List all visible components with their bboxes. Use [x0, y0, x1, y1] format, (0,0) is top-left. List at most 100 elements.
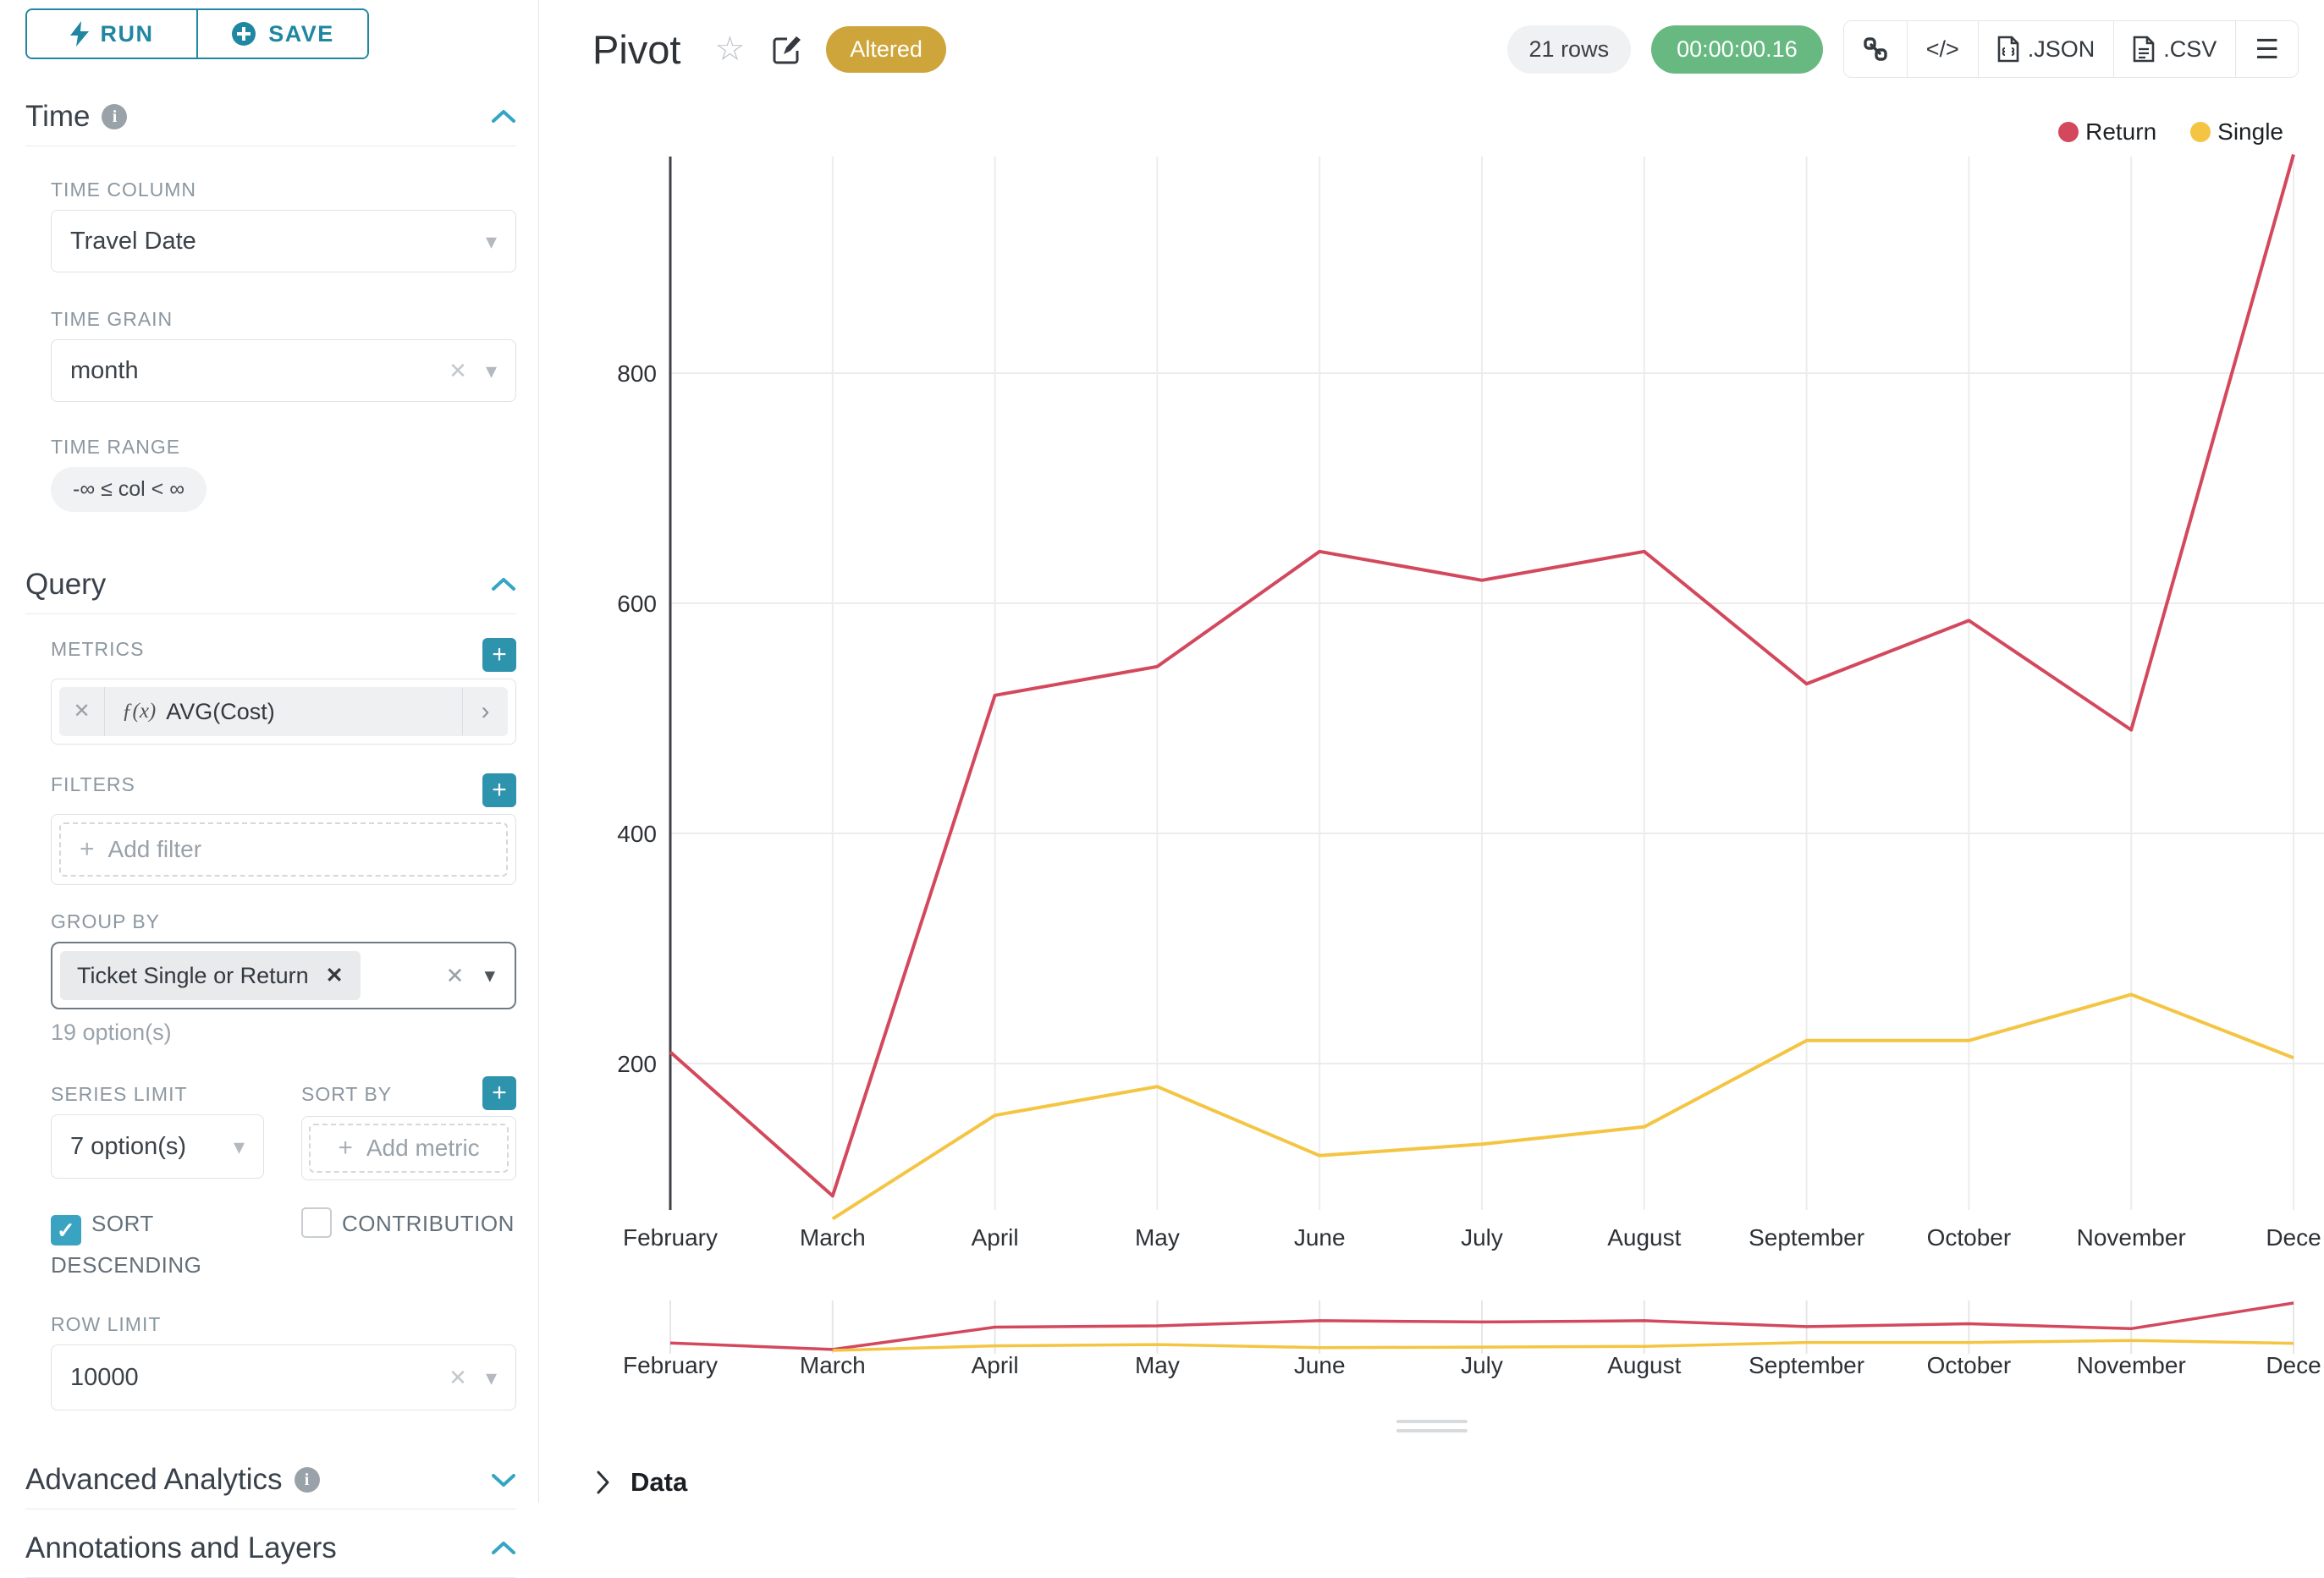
time-column-select[interactable]: Travel Date ▾ [51, 210, 516, 272]
clear-icon[interactable]: ✕ [449, 1364, 467, 1390]
checkbox-checked-icon[interactable]: ✓ [51, 1215, 81, 1245]
altered-badge[interactable]: Altered [826, 25, 946, 73]
remove-tag-icon[interactable]: ✕ [325, 964, 344, 987]
svg-text:June: June [1294, 1224, 1346, 1251]
metrics-control: ✕ ƒ(x) AVG(Cost) › [51, 679, 516, 745]
add-filter-button[interactable]: + [482, 773, 516, 807]
fx-icon: ƒ(x) [122, 700, 157, 723]
chevron-right-icon[interactable]: › [462, 688, 508, 735]
annotations-title: Annotations and Layers [25, 1531, 337, 1564]
svg-text:Dece: Dece [2266, 1352, 2321, 1378]
sort-by-dropzone[interactable]: + Add metric [309, 1124, 509, 1173]
chart-menu-button[interactable]: ☰ [2235, 21, 2298, 77]
advanced-analytics-header[interactable]: Advanced Analytics i [25, 1463, 516, 1497]
metric-chip[interactable]: ✕ ƒ(x) AVG(Cost) › [59, 687, 508, 736]
info-icon: i [294, 1467, 320, 1493]
lightning-icon [69, 21, 89, 47]
query-timer-pill: 00:00:00.16 [1651, 25, 1823, 74]
query-section-title: Query [25, 568, 107, 601]
contribution-label: CONTRIBUTION [342, 1211, 515, 1236]
clear-icon[interactable]: ✕ [449, 357, 467, 383]
query-section-header[interactable]: Query [25, 568, 516, 602]
data-section-toggle[interactable]: Data [595, 1467, 687, 1498]
favorite-star-icon[interactable]: ☆ [714, 30, 746, 68]
csv-button-label: .CSV [2163, 36, 2217, 62]
time-section-header[interactable]: Time i [25, 100, 516, 134]
add-sort-metric-button[interactable]: + [482, 1076, 516, 1110]
sort-by-label: SORT BY [301, 1083, 393, 1105]
data-section-label: Data [631, 1467, 688, 1497]
row-limit-label: ROW LIMIT [51, 1313, 162, 1335]
chevron-down-icon: ▾ [485, 1364, 497, 1390]
group-by-tag[interactable]: Ticket Single or Return ✕ [60, 951, 361, 1000]
time-range-label: TIME RANGE [51, 436, 181, 458]
svg-text:April: April [972, 1224, 1019, 1251]
save-button-label: SAVE [268, 20, 334, 47]
time-grain-label: TIME GRAIN [51, 308, 173, 330]
svg-text:May: May [1135, 1352, 1180, 1378]
legend-dot-return [2058, 122, 2079, 142]
add-filter-placeholder: Add filter [107, 836, 202, 862]
row-limit-select[interactable]: 10000 ✕ ▾ [51, 1344, 516, 1410]
metrics-label: METRICS [51, 638, 145, 660]
contribution-option[interactable]: CONTRIBUTION [301, 1204, 516, 1284]
add-metric-button[interactable]: + [482, 638, 516, 672]
export-json-button[interactable]: .JSON [1977, 21, 2114, 77]
code-icon: </> [1925, 36, 1959, 62]
json-button-label: .JSON [2027, 36, 2095, 62]
line-chart-svg: 200 400 600 800 February February March March Ap… [617, 154, 2324, 1378]
svg-text:June: June [1294, 1352, 1346, 1378]
sort-descending-label: SORT DESCENDING [51, 1211, 202, 1278]
plus-icon: + [80, 835, 95, 863]
save-button[interactable]: SAVE [196, 10, 367, 58]
filters-label: FILTERS [51, 773, 135, 795]
plus-icon: + [338, 1134, 353, 1162]
divider [25, 613, 516, 614]
superset-explore-page: { "toolbar": {"run_label": "RUN", "save_… [25, 0, 2324, 1578]
svg-text:April: April [972, 1352, 1019, 1378]
add-filter-dropzone[interactable]: + Add filter [59, 822, 508, 877]
svg-text:400: 400 [617, 821, 657, 847]
legend-item-return[interactable]: Return [2058, 118, 2156, 146]
group-by-tag-label: Ticket Single or Return [77, 962, 309, 988]
time-column-label: TIME COLUMN [51, 179, 196, 201]
series-limit-label: SERIES LIMIT [51, 1083, 188, 1105]
link-icon [1864, 37, 1887, 61]
remove-metric-icon[interactable]: ✕ [59, 687, 105, 736]
chevron-down-icon[interactable] [491, 1471, 516, 1488]
time-range-pill[interactable]: -∞ ≤ col < ∞ [51, 467, 207, 512]
svg-text:May: May [1135, 1224, 1180, 1251]
chart-legend: Return Single [2058, 118, 2283, 146]
csv-file-icon [2133, 36, 2155, 63]
sort-descending-option[interactable]: ✓ SORT DESCENDING [51, 1204, 264, 1284]
run-button[interactable]: RUN [27, 10, 196, 58]
view-query-button[interactable]: </> [1906, 21, 1978, 77]
checkbox-unchecked-icon[interactable] [301, 1207, 332, 1238]
legend-dot-single [2190, 122, 2211, 142]
svg-text:February: February [623, 1224, 718, 1251]
time-grain-select[interactable]: month ✕ ▾ [51, 339, 516, 402]
chevron-up-icon[interactable] [491, 108, 516, 125]
chart-area: 200 400 600 800 February February March March Ap… [592, 118, 2324, 1392]
time-grain-value: month [70, 356, 139, 384]
clear-icon[interactable]: ✕ [445, 962, 465, 988]
json-file-icon [1997, 36, 2019, 63]
svg-text:March: March [800, 1352, 866, 1378]
annotations-header[interactable]: Annotations and Layers [25, 1531, 516, 1565]
svg-text:October: October [1927, 1352, 2012, 1378]
group-by-select[interactable]: Ticket Single or Return ✕ ✕ ▾ [51, 942, 516, 1009]
svg-text:November: November [2077, 1224, 2186, 1251]
pane-resize-handle[interactable] [1396, 1420, 1468, 1438]
share-link-button[interactable] [1843, 21, 1907, 77]
group-by-label: GROUP BY [51, 910, 160, 932]
edit-icon[interactable] [772, 34, 802, 64]
chevron-up-icon[interactable] [491, 1540, 516, 1557]
legend-item-single[interactable]: Single [2190, 118, 2283, 146]
export-csv-button[interactable]: .CSV [2113, 21, 2236, 77]
run-save-button-group: RUN SAVE [25, 8, 369, 59]
chart-actions-group: </> .JSON .CSV ☰ [1842, 20, 2299, 78]
chevron-up-icon[interactable] [491, 576, 516, 593]
series-limit-select[interactable]: 7 option(s) ▾ [51, 1114, 264, 1179]
svg-text:September: September [1749, 1352, 1864, 1378]
hamburger-icon: ☰ [2255, 34, 2279, 64]
